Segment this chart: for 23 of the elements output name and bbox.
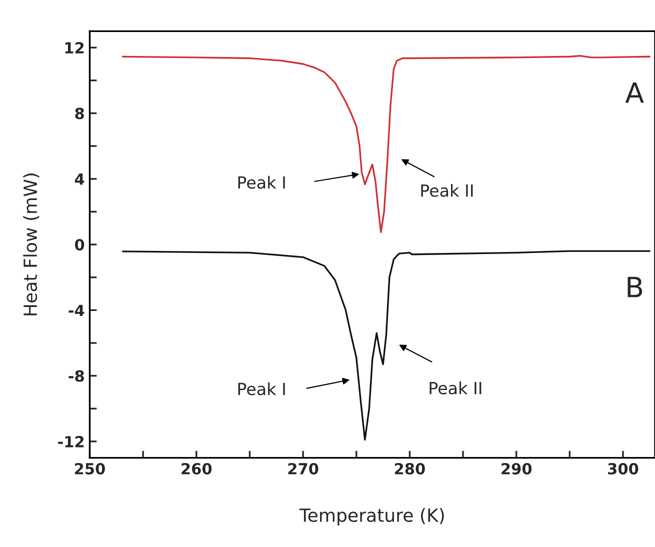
y-tick-label: -12 [58,436,84,448]
line-series [122,54,650,234]
x-tick-label: 270 [288,462,318,475]
y-tick-label: 0 [74,238,84,251]
line-series [122,250,650,441]
y-tick-label: -4 [68,304,84,316]
annotation: Peak I [238,176,285,189]
x-tick-label: 300 [608,462,638,475]
annotation: Peak II [430,382,482,394]
y-tick-label: 12 [65,42,84,54]
x-tick-label: 280 [394,462,425,475]
x-tick-label: 260 [182,462,212,475]
x-tick-label: 250 [75,462,105,475]
y-tick-label: 4 [74,174,84,185]
y-tick-label: 8 [75,108,84,120]
series-label: B [628,276,642,298]
y-tick-label: -8 [68,370,84,382]
annotation: Peak II [421,184,473,197]
annotation: Peak I [238,382,285,396]
y-axis-title: Heat Flow (mW) [23,174,40,316]
x-axis-title: Temperature (K) [299,508,444,526]
series-label: A [625,82,644,103]
x-tick-label: 290 [502,462,532,475]
